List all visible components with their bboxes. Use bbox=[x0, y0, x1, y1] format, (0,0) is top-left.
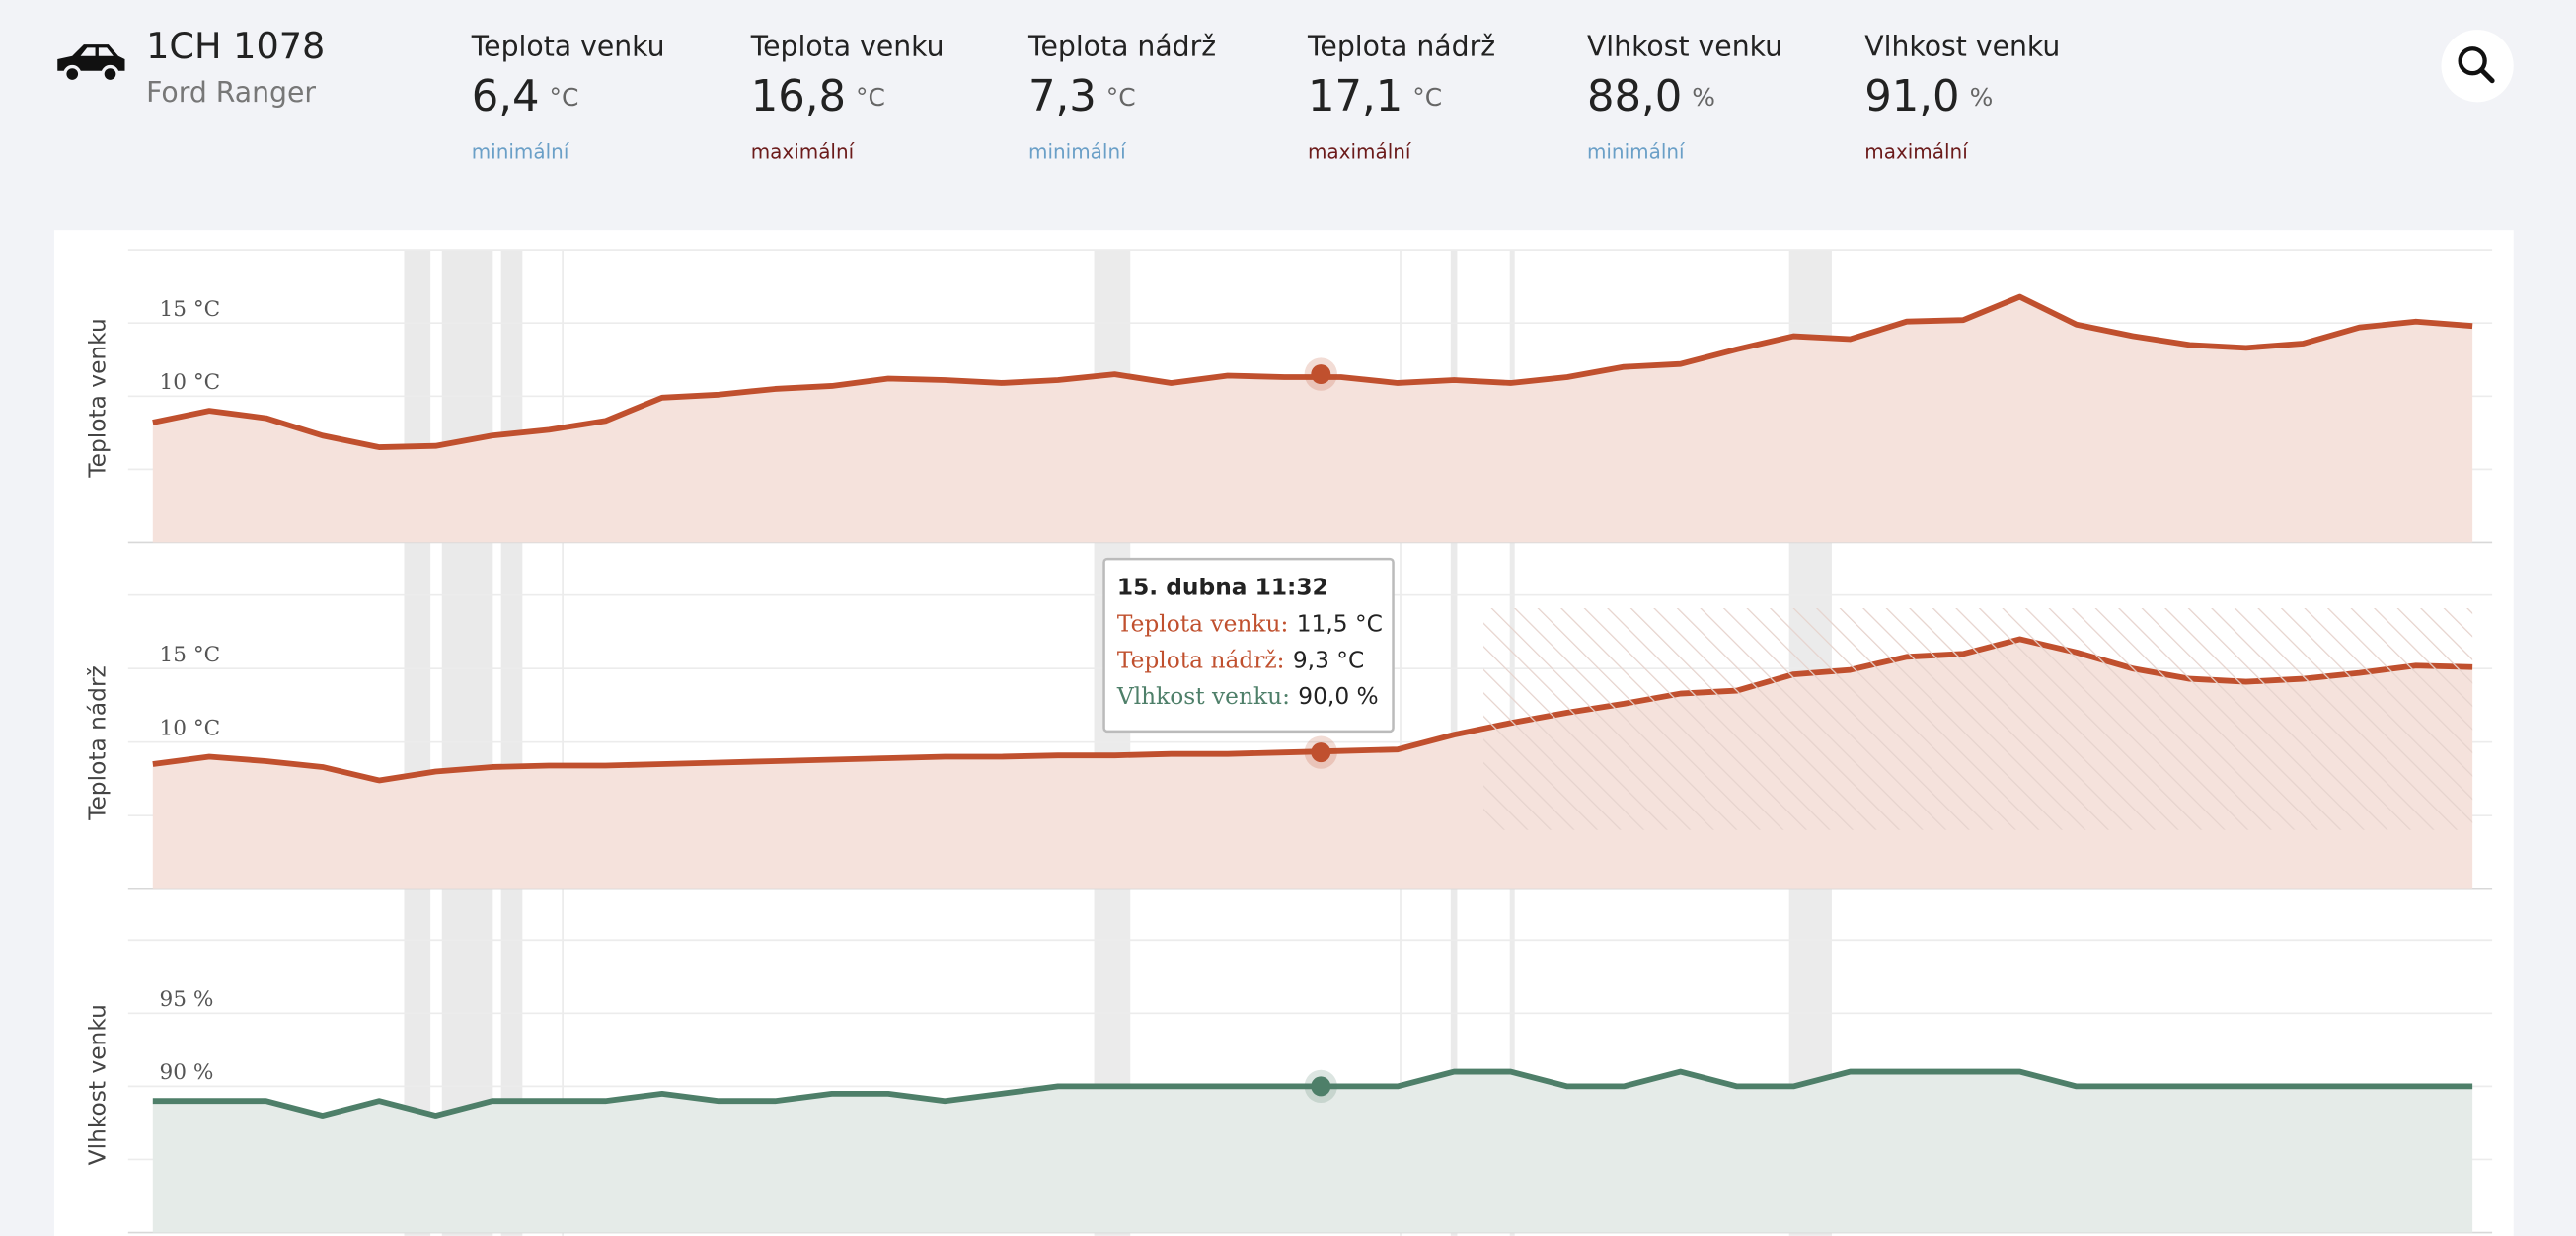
tooltip-row: Teplota nádrž: 9,3 °C bbox=[1117, 647, 1364, 673]
y-tick-label: 95 % bbox=[159, 987, 213, 1012]
stat-unit: % bbox=[1970, 83, 1994, 112]
tooltip: 15. dubna 11:32 bbox=[1102, 557, 1395, 734]
y-tick-label: 90 % bbox=[159, 1060, 213, 1085]
tooltip-rows: Teplota venku: 11,5 °C Teplota nádrž: 9,3 °… bbox=[1116, 610, 1383, 709]
model: Ford Ranger bbox=[146, 76, 316, 109]
hatched-region bbox=[1483, 608, 2473, 830]
stat-number: 17,1 bbox=[1308, 72, 1402, 121]
marker bbox=[1311, 742, 1331, 763]
area bbox=[152, 1071, 2473, 1233]
y-tick-label: 15 °C bbox=[159, 643, 220, 667]
stat-number: 7,3 bbox=[1028, 72, 1097, 121]
stat-kind: minimální bbox=[1028, 139, 1127, 163]
stat-value: 88,0% bbox=[1587, 72, 1715, 121]
stat-kind: maximální bbox=[751, 139, 856, 163]
stat-label: Vlhkost venku bbox=[1587, 30, 1782, 62]
tooltip-row-label: Teplota nádrž: bbox=[1117, 647, 1285, 673]
stat-value: 16,8 °C bbox=[751, 72, 885, 121]
stat-unit: °C bbox=[1412, 83, 1442, 112]
stat-number: 16,8 bbox=[751, 72, 846, 121]
tooltip-row-label: Teplota venku: bbox=[1117, 610, 1289, 637]
plate: 1CH 1078 bbox=[146, 25, 325, 67]
stat-kind: maximální bbox=[1308, 139, 1412, 163]
stat-label: Teplota nádrž bbox=[1027, 30, 1216, 62]
car-icon bbox=[57, 44, 125, 84]
markers bbox=[1304, 357, 1337, 1104]
search-button[interactable] bbox=[2441, 30, 2514, 103]
area bbox=[152, 296, 2473, 543]
y-tick-label: 15 °C bbox=[159, 297, 220, 322]
stat-number: 6,4 bbox=[472, 72, 540, 121]
stat-unit: °C bbox=[1106, 83, 1136, 112]
stat-value: 7,3 °C bbox=[1028, 72, 1136, 121]
tooltip-row: Vlhkost venku: 90,0 % bbox=[1116, 682, 1379, 709]
stat-value: 6,4 °C bbox=[472, 72, 579, 121]
y-axis-label: Vlhkost venku bbox=[84, 1004, 111, 1165]
stat-number: 88,0 bbox=[1587, 72, 1682, 121]
stat-label: Teplota nádrž bbox=[1307, 30, 1495, 62]
stat-kind: maximální bbox=[1864, 139, 1969, 163]
tooltip-row-value: 90,0 % bbox=[1298, 682, 1378, 709]
stat-kind: minimální bbox=[472, 139, 570, 163]
y-tick-label: 10 °C bbox=[159, 370, 220, 395]
tooltip-row-value: 9,3 °C bbox=[1293, 647, 1364, 673]
stat-number: 91,0 bbox=[1864, 72, 1959, 121]
stat-label: Vlhkost venku bbox=[1864, 30, 2060, 62]
stat-unit: °C bbox=[550, 83, 579, 112]
y-tick-label: 10 °C bbox=[159, 716, 220, 740]
marker bbox=[1311, 1076, 1331, 1097]
stat-unit: °C bbox=[856, 83, 885, 112]
stat-unit: % bbox=[1692, 83, 1715, 112]
tooltip-row-value: 11,5 °C bbox=[1297, 610, 1383, 637]
marker bbox=[1311, 364, 1331, 385]
stat-label: Teplota venku bbox=[471, 30, 665, 62]
y-axis-label: Teplota venku bbox=[84, 318, 111, 478]
y-axis-label: Teplota nádrž bbox=[84, 665, 111, 821]
tooltip-row-label: Vlhkost venku: bbox=[1116, 682, 1290, 709]
tooltip-row: Teplota venku: 11,5 °C bbox=[1117, 610, 1383, 637]
stat-value: 17,1 °C bbox=[1308, 72, 1442, 121]
stat-kind: minimální bbox=[1587, 139, 1686, 163]
stat-label: Teplota venku bbox=[750, 30, 945, 62]
stat-value: 91,0% bbox=[1864, 72, 1993, 121]
tooltip-title: 15. dubna 11:32 bbox=[1117, 575, 1328, 601]
